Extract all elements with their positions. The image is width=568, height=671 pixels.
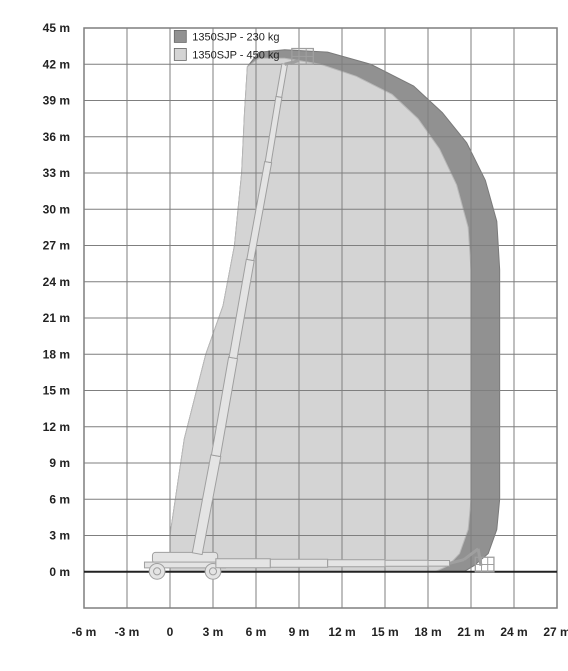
- range-chart: 0 m 3 m 6 m 9 m 12 m 15 m 18 m 21 m 24 m 27 m 30 m…: [10, 10, 558, 661]
- y-tick-label: 24 m: [43, 275, 70, 289]
- y-tick-label: 45 m: [43, 21, 70, 35]
- x-tick-label: -6 m: [72, 625, 97, 639]
- x-tick-label: 12 m: [328, 625, 355, 639]
- y-tick-label: 42 m: [43, 57, 70, 71]
- chart-svg: 0 m 3 m 6 m 9 m 12 m 15 m 18 m 21 m 24 m 27 m 30 m…: [10, 10, 568, 661]
- y-tick-label: 6 m: [49, 492, 70, 506]
- legend-swatch: [174, 30, 186, 42]
- x-tick-label: 6 m: [246, 625, 267, 639]
- y-tick-label: 21 m: [43, 311, 70, 325]
- legend-label: 1350SJP - 230 kg: [192, 31, 279, 43]
- x-tick-label: 9 m: [289, 625, 310, 639]
- y-tick-label: 39 m: [43, 94, 70, 108]
- x-tick-label: 0: [167, 625, 174, 639]
- y-tick-label: 33 m: [43, 166, 70, 180]
- y-tick-label: 30 m: [43, 202, 70, 216]
- y-tick-label: 27 m: [43, 239, 70, 253]
- x-tick-label: 3 m: [203, 625, 224, 639]
- y-tick-label: 15 m: [43, 384, 70, 398]
- x-tick-label: 21 m: [457, 625, 484, 639]
- legend-swatch: [174, 48, 186, 60]
- y-tick-label: 12 m: [43, 420, 70, 434]
- x-tick-label: 27 m: [543, 625, 568, 639]
- x-tick-label: 15 m: [371, 625, 398, 639]
- y-tick-label: 0 m: [49, 565, 70, 579]
- y-tick-label: 9 m: [49, 456, 70, 470]
- y-tick-label: 3 m: [49, 529, 70, 543]
- x-tick-label: 24 m: [500, 625, 527, 639]
- y-tick-label: 36 m: [43, 130, 70, 144]
- x-tick-label: -3 m: [115, 625, 140, 639]
- y-tick-label: 18 m: [43, 347, 70, 361]
- legend-label: 1350SJP - 450 kg: [192, 49, 279, 61]
- x-tick-label: 18 m: [414, 625, 441, 639]
